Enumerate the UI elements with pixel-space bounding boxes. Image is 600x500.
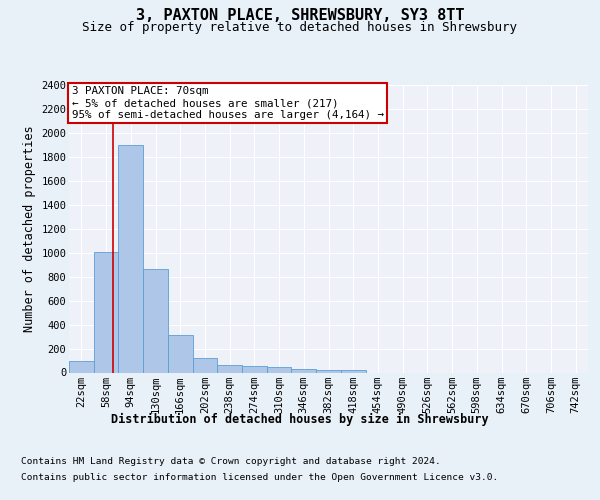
Bar [217, 364, 242, 372]
Bar [118, 145, 143, 372]
Y-axis label: Number of detached properties: Number of detached properties [23, 126, 35, 332]
Bar [69, 360, 94, 372]
Bar [168, 336, 193, 372]
Bar [316, 370, 341, 372]
Bar [94, 252, 118, 372]
Bar [242, 366, 267, 372]
Text: Distribution of detached houses by size in Shrewsbury: Distribution of detached houses by size … [111, 412, 489, 426]
Bar [143, 270, 168, 372]
Text: 3, PAXTON PLACE, SHREWSBURY, SY3 8TT: 3, PAXTON PLACE, SHREWSBURY, SY3 8TT [136, 8, 464, 22]
Text: Contains public sector information licensed under the Open Government Licence v3: Contains public sector information licen… [21, 472, 498, 482]
Bar [193, 358, 217, 372]
Bar [292, 369, 316, 372]
Bar [267, 367, 292, 372]
Text: 3 PAXTON PLACE: 70sqm
← 5% of detached houses are smaller (217)
95% of semi-deta: 3 PAXTON PLACE: 70sqm ← 5% of detached h… [71, 86, 383, 120]
Text: Size of property relative to detached houses in Shrewsbury: Size of property relative to detached ho… [83, 21, 517, 34]
Bar [341, 370, 365, 372]
Text: Contains HM Land Registry data © Crown copyright and database right 2024.: Contains HM Land Registry data © Crown c… [21, 458, 441, 466]
